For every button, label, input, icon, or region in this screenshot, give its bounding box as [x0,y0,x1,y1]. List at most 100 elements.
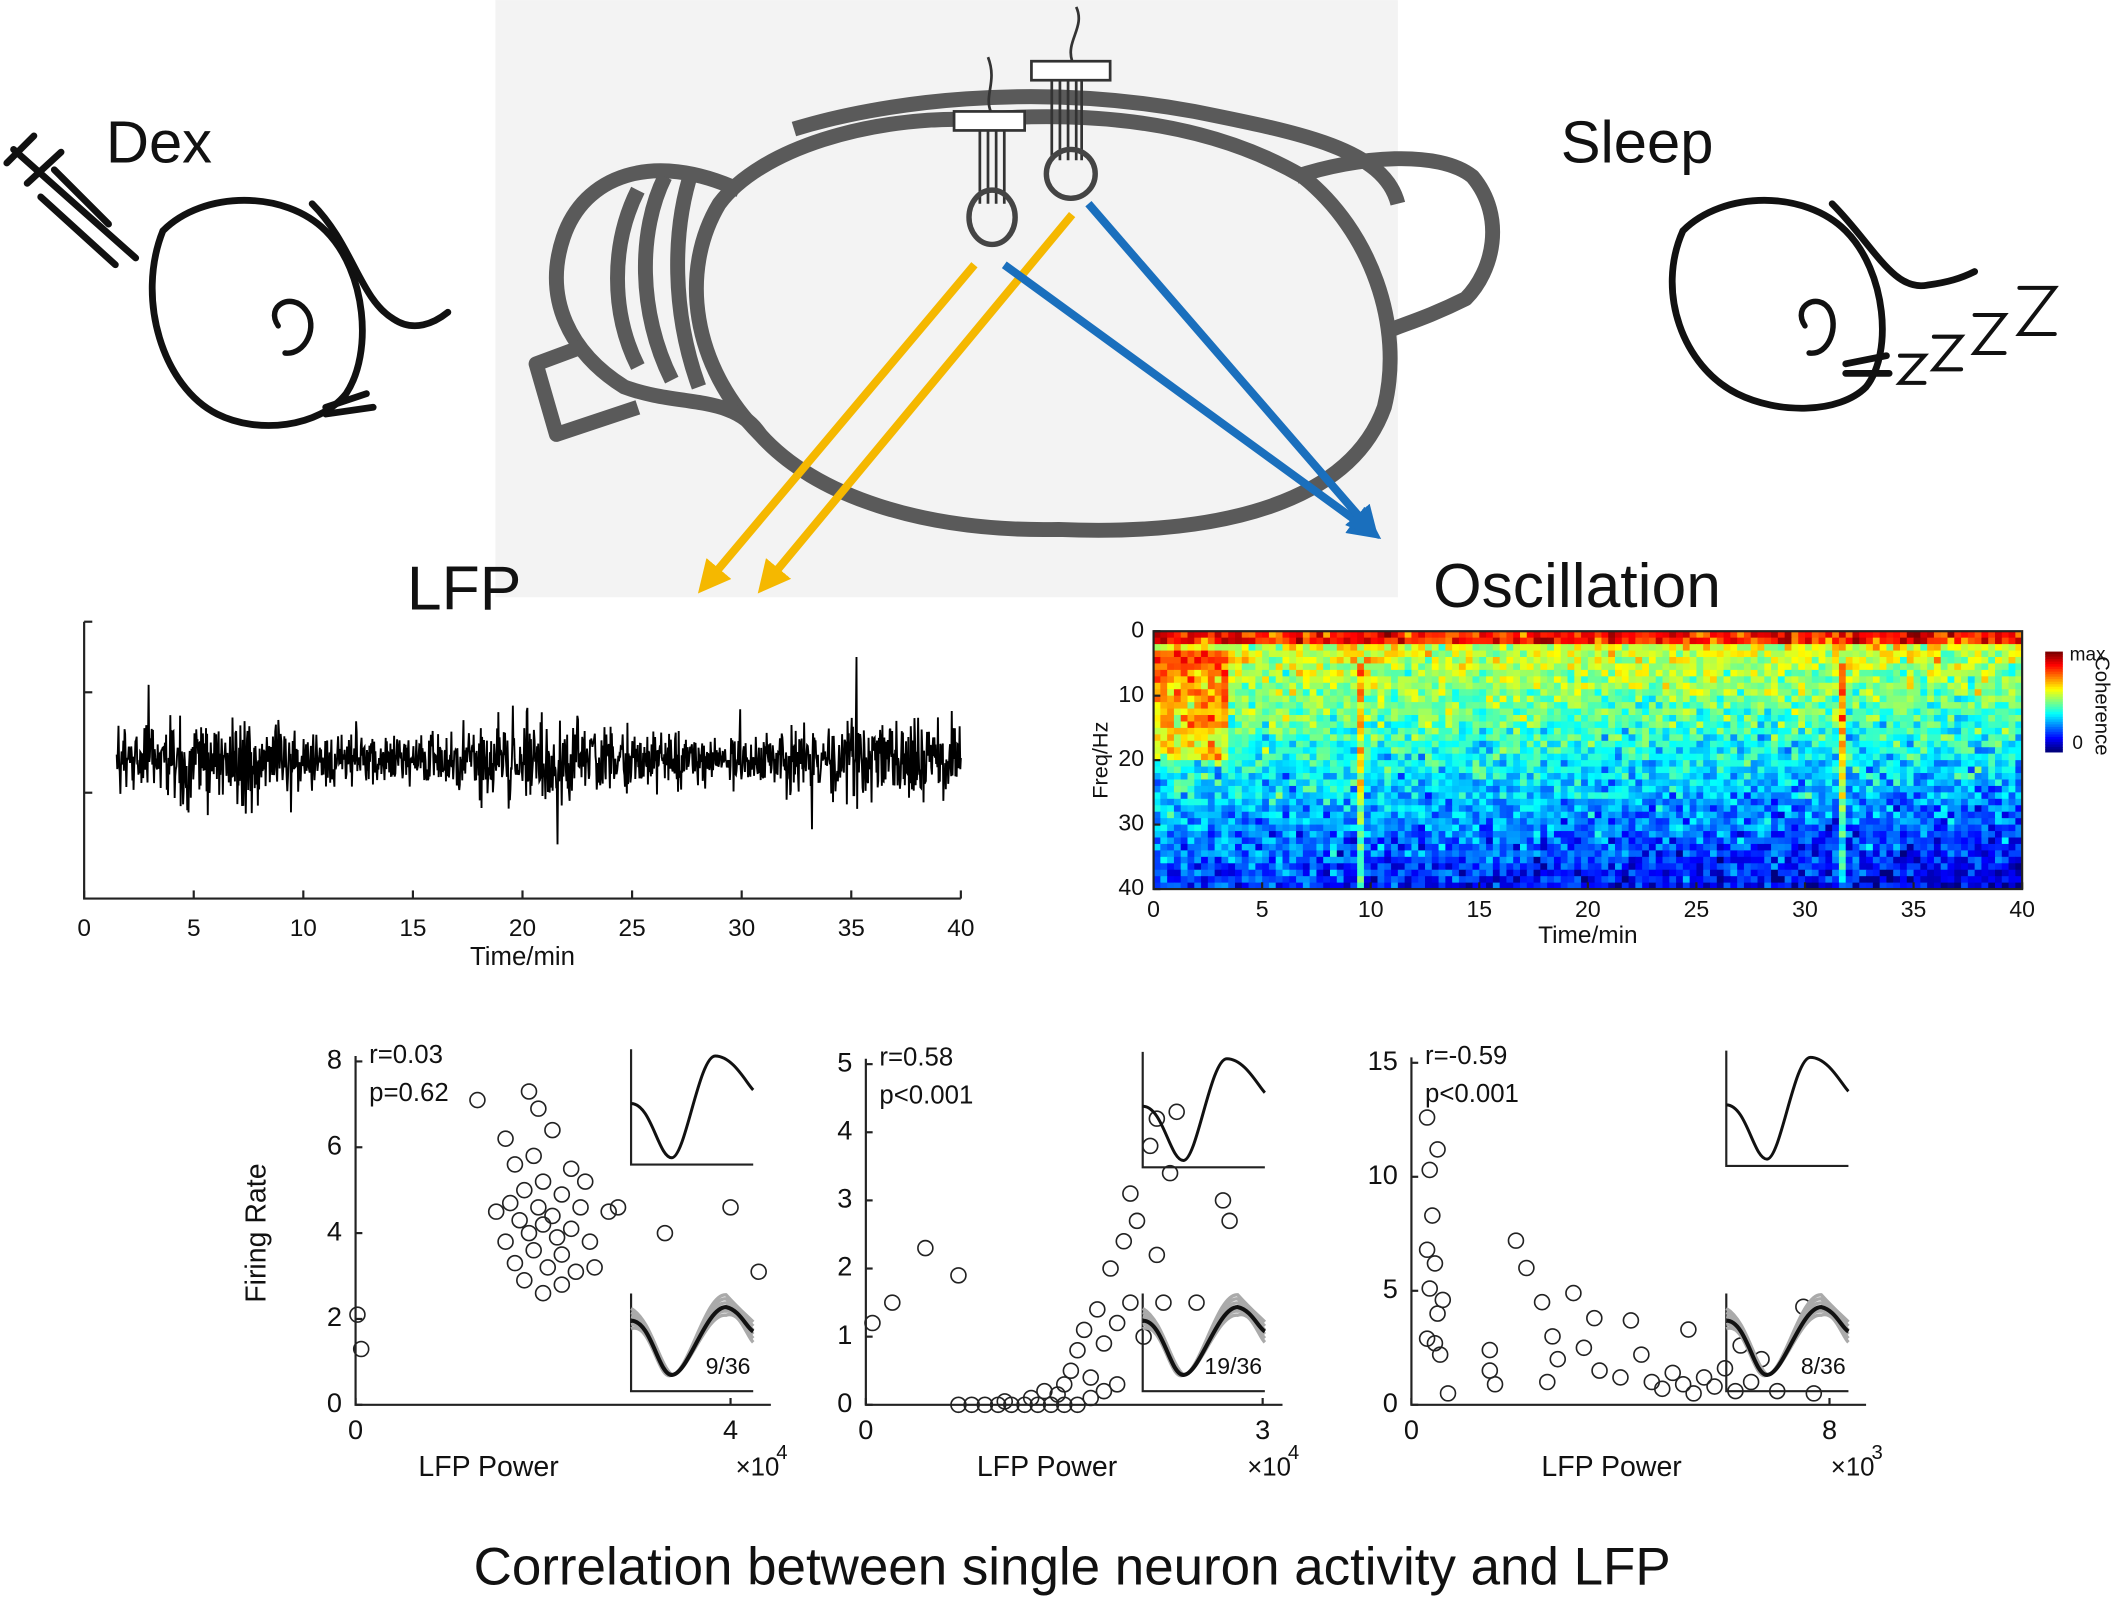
spectrogram-cell [1587,831,1596,839]
spectrogram-cell [1235,676,1243,684]
spectrogram-cell [1920,792,1928,800]
spectrogram-cell [1635,831,1643,839]
spectrogram-cell [1391,831,1399,839]
spectrogram-cell [1621,876,1630,884]
spectrogram-cell [1920,689,1928,697]
spectrogram-cell [1703,766,1711,774]
spectrogram-cell [1370,779,1379,787]
spectrogram-cell [1750,727,1759,735]
spectrogram-cell [1289,876,1297,884]
spectrogram-cell [1621,721,1630,729]
spectrogram-cell [1336,702,1345,710]
spectrogram-cell [1370,773,1379,781]
spectrogram-cell [1906,824,1915,832]
spectrogram-cell [1296,876,1304,884]
spectrogram-cell [1397,773,1406,781]
spectrogram-cell [1425,760,1433,768]
spectrogram-cell [1479,863,1487,871]
spectrogram-cell [1845,663,1854,671]
spectrogram-cell [1547,702,1555,710]
spectrogram-cell [1913,753,1921,761]
spectrogram-cell [1377,863,1385,871]
spectrogram-cell [1933,689,1942,697]
spectrogram-cell [2008,818,2016,826]
spectrogram-cell [1513,785,1521,793]
spectrogram-cell [1404,792,1412,800]
spectrogram-cell [1995,779,2003,787]
spectrogram-cell [1384,779,1392,787]
spectrogram-cell [1784,876,1792,884]
spectrogram-cell [1988,805,1996,813]
spectrogram-cell [1900,727,1908,735]
spectrogram-cell [1906,644,1915,652]
spectrogram-cell [1879,785,1887,793]
spectrogram-cell [1764,689,1772,697]
spectrogram-cell [1954,818,1962,826]
spectrogram-cell [1452,831,1460,839]
spectrogram-cell [1452,811,1460,819]
spectrogram-cell [1669,715,1677,723]
spectrogram-cell [1608,747,1616,755]
spectrogram-cell [1879,766,1887,774]
spectrogram-cell [1784,663,1792,671]
spectrogram-cell [1330,734,1338,742]
spectrogram-cell [1282,727,1290,735]
spectrogram-cell [1160,637,1168,645]
spectrogram-cell [1967,708,1976,716]
spectrogram-cell [1920,766,1928,774]
spectrogram-cell [1370,785,1379,793]
spectrogram-cell [1669,676,1677,684]
spectrogram-cell [1228,631,1236,639]
spectrogram-cell [1228,850,1236,858]
spectrogram-cell [1784,695,1792,703]
spectrogram-cell [1940,766,1949,774]
spectrogram-cell [1818,727,1826,735]
spectrogram-cell [1764,863,1772,871]
spectrogram-cell [1696,856,1704,864]
spectrogram-cell [1811,831,1820,839]
spectrogram-cell [1336,676,1345,684]
spectrogram-cell [1879,792,1887,800]
spectrogram-cell [1445,837,1453,845]
spectrogram-cell [1750,644,1759,652]
spectrogram-cell [1370,727,1379,735]
spectrogram-cell [1357,727,1365,735]
spectrogram-cell [1553,676,1562,684]
spectrogram-cell [1743,669,1752,677]
spectrogram-cell [1764,715,1772,723]
spectrogram-cell [1438,753,1446,761]
spectrogram-cell [1167,631,1175,639]
spectrogram-cell [1682,792,1691,800]
spectrogram-cell [1330,631,1338,639]
spectrogram-cell [1228,843,1236,851]
spectrogram-cell [1282,773,1290,781]
spectrogram-cell [1397,811,1406,819]
spectrogram-cell [1180,682,1189,690]
spectrogram-cell [1642,669,1650,677]
spectrogram-cell [1275,779,1284,787]
spectrogram-cell [1336,760,1345,768]
spectrogram-cell [1635,811,1643,819]
spectrogram-cell [1438,850,1446,858]
spectrogram-cell [1302,676,1311,684]
spectrogram-cell [1268,676,1277,684]
spectrogram-cell [1486,721,1494,729]
spectrogram-cell [1425,650,1433,658]
spectrogram-cell [1927,721,1935,729]
spectrogram-cell [1357,689,1365,697]
spectrogram-cell [1520,798,1528,806]
spectrogram-cell [1648,850,1657,858]
spectrogram-cell [1655,850,1664,858]
spectrogram-cell [1316,805,1324,813]
spectrogram-cell [1689,637,1697,645]
spectrogram-cell [1995,760,2003,768]
spectrogram-cell [1370,657,1379,664]
spectrogram-cell [1520,792,1528,800]
spectrogram-cell [1648,856,1657,864]
spectrogram-cell [1235,785,1243,793]
spectrogram-cell [1886,831,1894,839]
spectrogram-cell [1764,669,1772,677]
spectrogram-cell [1791,727,1799,735]
spectrogram-cell [1669,727,1677,735]
spectrogram-cell [1377,689,1385,697]
